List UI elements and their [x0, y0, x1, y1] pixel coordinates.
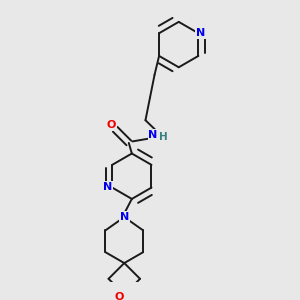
- Text: N: N: [148, 130, 158, 140]
- Text: N: N: [196, 28, 206, 38]
- Text: O: O: [114, 292, 124, 300]
- Text: N: N: [103, 182, 112, 192]
- Text: H: H: [159, 133, 167, 142]
- Text: O: O: [107, 120, 116, 130]
- Text: N: N: [120, 212, 129, 222]
